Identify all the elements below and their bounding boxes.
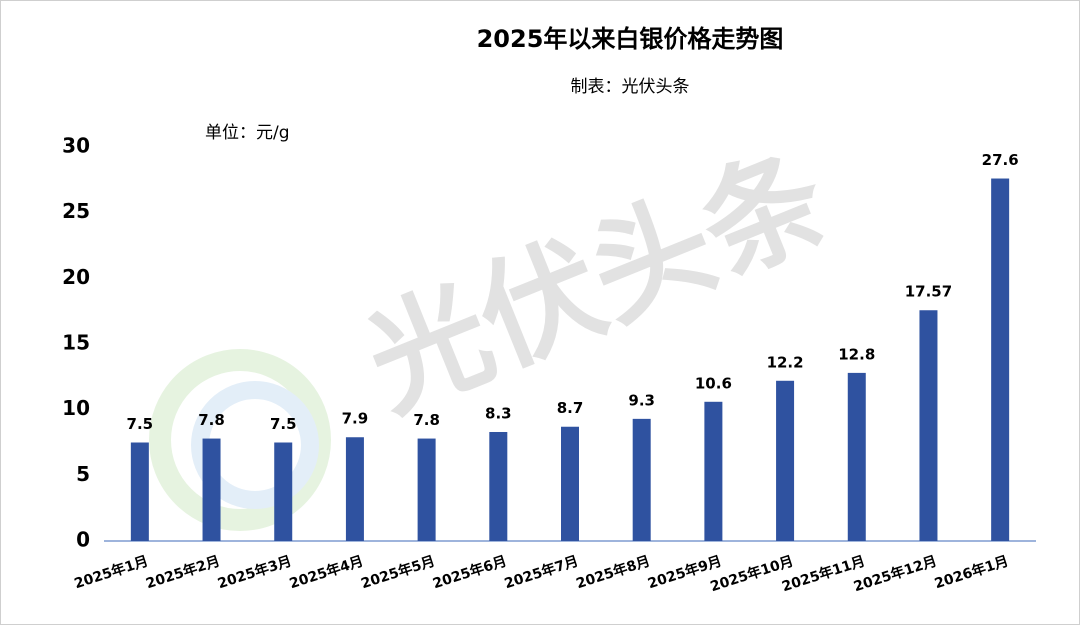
data-label: 10.6 <box>695 374 732 392</box>
bar <box>847 372 866 541</box>
data-label: 17.57 <box>905 283 952 301</box>
unit-label: 单位：元/g <box>205 123 290 143</box>
bar <box>202 438 221 541</box>
logo-decoration <box>191 381 319 509</box>
bar <box>991 178 1010 541</box>
data-label: 8.3 <box>485 404 512 422</box>
bar <box>274 442 293 541</box>
data-label: 7.8 <box>198 411 225 429</box>
data-label: 7.5 <box>127 415 154 433</box>
bar <box>776 380 795 541</box>
data-label: 12.8 <box>838 345 875 363</box>
y-tick-label: 5 <box>76 462 90 486</box>
chart-subtitle: 制表：光伏头条 <box>571 77 690 97</box>
bar <box>489 431 508 541</box>
bar <box>704 401 723 541</box>
data-label: 27.6 <box>982 151 1019 169</box>
data-label: 8.7 <box>557 399 584 417</box>
data-label: 7.9 <box>342 410 369 428</box>
bar <box>561 426 579 541</box>
data-label: 9.3 <box>628 391 655 409</box>
y-tick-label: 20 <box>62 265 90 289</box>
data-label: 12.2 <box>767 353 804 371</box>
chart-title: 2025年以来白银价格走势图 <box>477 25 784 53</box>
y-tick-label: 30 <box>62 134 90 158</box>
logo-decoration <box>149 349 331 531</box>
data-label: 7.8 <box>413 411 440 429</box>
bar <box>919 310 938 541</box>
y-tick-label: 15 <box>62 331 90 355</box>
y-tick-label: 10 <box>62 396 90 420</box>
bar <box>345 437 364 541</box>
bar <box>130 442 149 541</box>
y-tick-label: 0 <box>76 528 90 552</box>
bar <box>417 438 436 541</box>
data-label: 7.5 <box>270 415 297 433</box>
bar <box>632 418 651 541</box>
y-tick-label: 25 <box>62 199 90 223</box>
